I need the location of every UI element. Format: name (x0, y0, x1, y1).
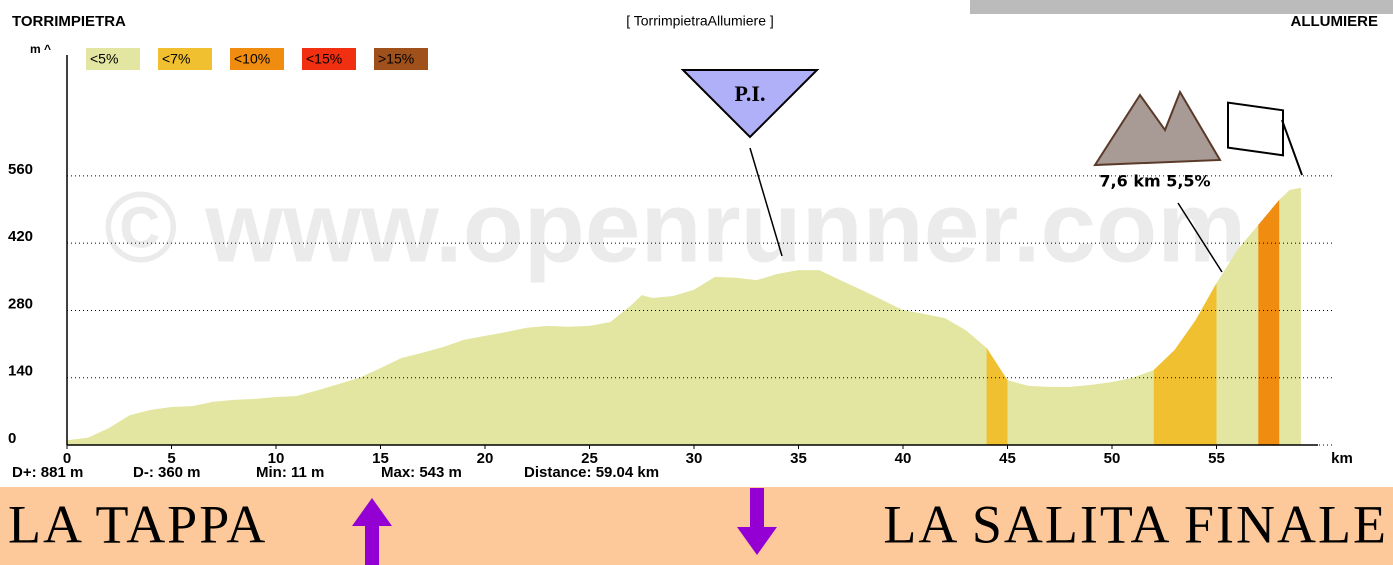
photo-strip (970, 0, 1393, 14)
flag-icon (1228, 103, 1302, 175)
y-tick-label: 420 (8, 228, 33, 245)
y-tick-label: 280 (8, 295, 33, 312)
chart-title: [ TorrimpietraAllumiere ] (626, 13, 774, 29)
stat: Max: 543 m (381, 464, 462, 481)
legend-label: <15% (306, 51, 342, 67)
x-tick-label: 55 (1208, 450, 1225, 467)
x-tick-label: 45 (999, 450, 1016, 467)
banner-right: LA SALITA FINALE (883, 494, 1388, 554)
pi-label: P.I. (735, 81, 766, 106)
chart: TORRIMPIETRA [ TorrimpietraAllumiere ] A… (0, 0, 1393, 565)
climb-label: 7,6 km 5,5% (1099, 172, 1210, 191)
gradient-band (987, 348, 1008, 445)
end-label: ALLUMIERE (1291, 13, 1379, 30)
stat: Distance: 59.04 km (524, 464, 659, 481)
x-tick-label: 30 (686, 450, 703, 467)
gradient-band (1258, 200, 1279, 445)
legend-label: >15% (378, 51, 414, 67)
y-tick-label: 560 (8, 161, 33, 178)
x-tick-label: 20 (477, 450, 494, 467)
gradient-band (1154, 283, 1217, 445)
watermark: © www.openrunner.com (104, 171, 1246, 283)
banner-left: LA TAPPA (8, 494, 267, 554)
x-tick-label: 40 (895, 450, 912, 467)
x-axis-label: km (1331, 450, 1353, 467)
stat: D-: 360 m (133, 464, 201, 481)
stat: D+: 881 m (12, 464, 83, 481)
legend-label: <5% (90, 51, 118, 67)
y-axis-label: m ^ (30, 42, 51, 56)
x-tick-label: 50 (1104, 450, 1121, 467)
start-label: TORRIMPIETRA (12, 13, 126, 30)
y-tick-label: 140 (8, 363, 33, 380)
legend-label: <7% (162, 51, 190, 67)
y-tick-label: 0 (8, 430, 16, 447)
x-tick-label: 35 (790, 450, 807, 467)
stat: Min: 11 m (256, 464, 324, 481)
mountain-icon (1095, 92, 1220, 165)
legend-label: <10% (234, 51, 270, 67)
